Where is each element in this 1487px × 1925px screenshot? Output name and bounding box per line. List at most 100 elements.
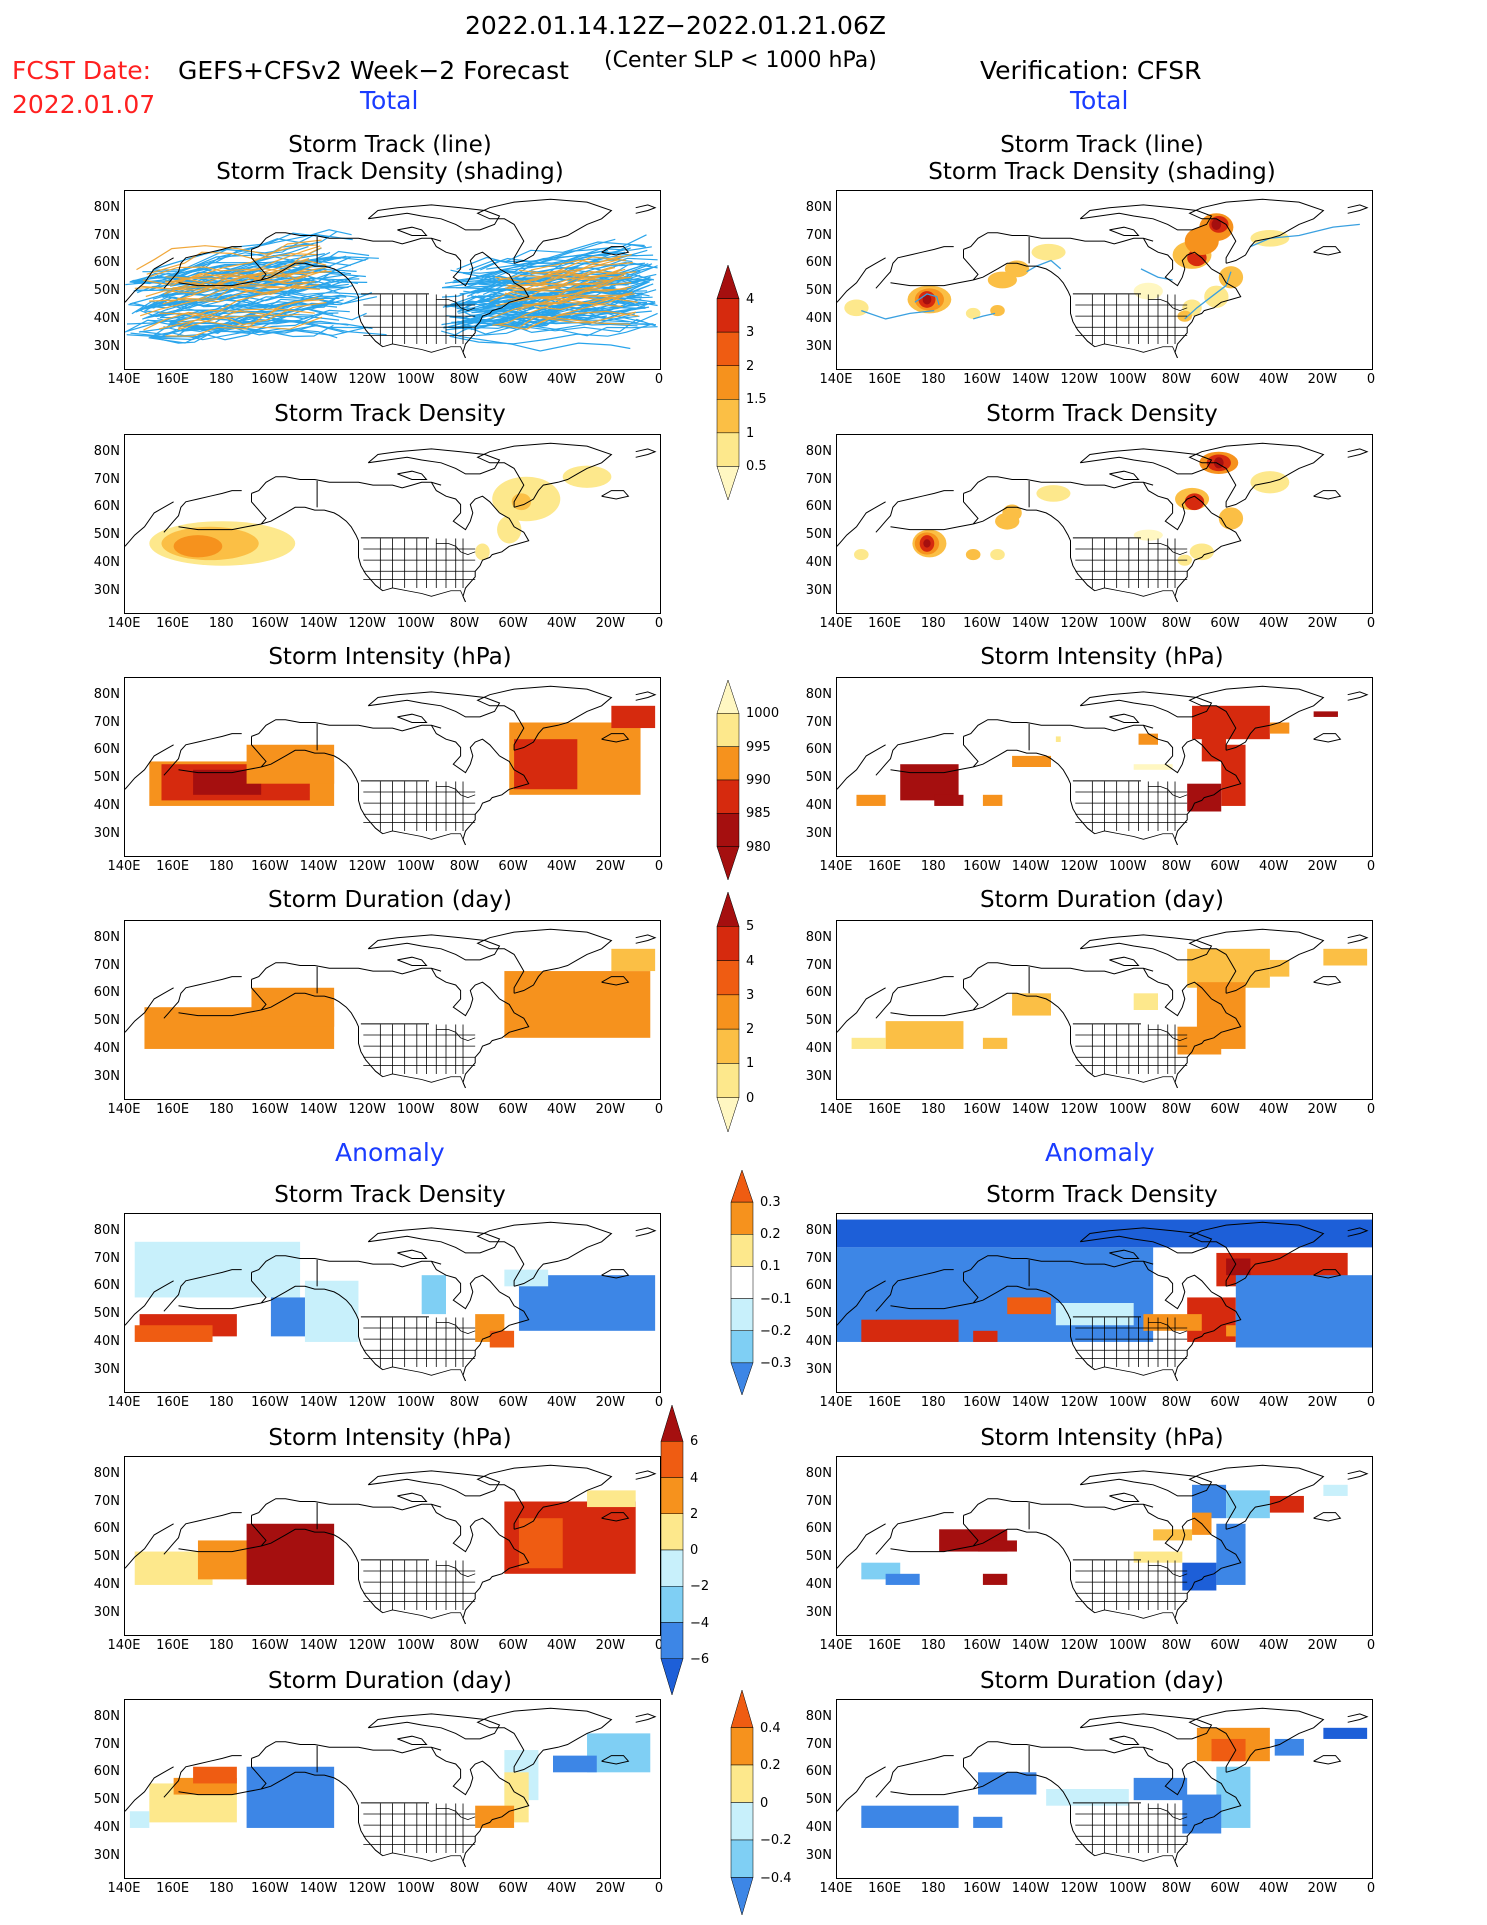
title-track-left: Storm Track (line) Storm Track Density (s… bbox=[216, 132, 564, 185]
lat-label: 60N bbox=[805, 1764, 832, 1780]
section-total-left: Total bbox=[360, 86, 419, 115]
lon-label: 20W bbox=[595, 1881, 626, 1896]
lat-label: 80N bbox=[805, 686, 832, 702]
title-intensity-right: Storm Intensity (hPa) bbox=[980, 644, 1224, 670]
lon-label: 120W bbox=[348, 372, 386, 387]
lon-label: 160E bbox=[868, 1638, 902, 1653]
lat-label: 60N bbox=[805, 255, 832, 271]
lat-label: 80N bbox=[93, 929, 120, 945]
lon-label: 80W bbox=[449, 859, 480, 874]
lon-label: 160E bbox=[156, 1395, 190, 1410]
lon-label: 120W bbox=[1060, 1638, 1098, 1653]
lon-label: 160W bbox=[251, 1881, 289, 1896]
lat-label: 30N bbox=[805, 1847, 832, 1863]
colorbar-label: 985 bbox=[746, 806, 771, 822]
section-anomaly-left: Anomaly bbox=[335, 1138, 445, 1167]
lat-label: 80N bbox=[805, 199, 832, 215]
map-canvas bbox=[125, 1464, 657, 1625]
lat-label: 70N bbox=[805, 714, 832, 730]
lon-label: 120W bbox=[348, 1102, 386, 1117]
map-panel-r5-c1 bbox=[836, 1456, 1373, 1636]
lon-label: 20W bbox=[595, 1102, 626, 1117]
lon-label: 140E bbox=[819, 1881, 853, 1896]
colorbar-label: 0 bbox=[760, 1795, 769, 1811]
lon-label: 140W bbox=[1011, 1395, 1050, 1410]
map-canvas bbox=[837, 1707, 1369, 1868]
lat-label: 30N bbox=[93, 1847, 120, 1863]
title-anom-density-left: Storm Track Density bbox=[274, 1182, 506, 1208]
colorbar-label: −0.1 bbox=[760, 1291, 792, 1307]
lon-label: 80W bbox=[1161, 1102, 1192, 1117]
lon-label: 160W bbox=[963, 616, 1001, 631]
lon-label: 40W bbox=[547, 859, 577, 874]
lon-label: 180 bbox=[208, 1881, 234, 1896]
lat-label: 40N bbox=[93, 1040, 120, 1056]
lon-label: 160W bbox=[251, 372, 289, 387]
lat-label: 60N bbox=[805, 499, 832, 515]
lon-label: 180 bbox=[920, 616, 946, 631]
lon-label: 120W bbox=[348, 1881, 386, 1896]
lat-label: 70N bbox=[805, 471, 832, 487]
fcst-date-value: 2022.01.07 bbox=[12, 90, 156, 119]
lon-label: 40W bbox=[1259, 616, 1289, 631]
lat-label: 50N bbox=[805, 527, 832, 543]
lon-label: 160W bbox=[251, 1102, 289, 1117]
colorbar-label: −4 bbox=[690, 1615, 710, 1631]
lon-label: 160E bbox=[868, 372, 902, 387]
map-panel-r2-c0 bbox=[124, 677, 661, 857]
colorbar-label: 1.5 bbox=[746, 392, 767, 408]
lon-label: 60W bbox=[1210, 1102, 1240, 1117]
condition-label: (Center SLP < 1000 hPa) bbox=[604, 48, 877, 73]
lon-label: 100W bbox=[396, 1395, 435, 1410]
lon-label: 160E bbox=[156, 859, 190, 874]
lat-label: 80N bbox=[805, 1708, 832, 1724]
colorbar-label: 0.2 bbox=[760, 1758, 781, 1773]
colorbar-label: 2 bbox=[746, 1022, 755, 1038]
lon-label: 40W bbox=[1259, 1638, 1289, 1653]
lat-label: 70N bbox=[93, 1250, 120, 1266]
lat-label: 80N bbox=[93, 1465, 120, 1481]
lat-label: 50N bbox=[93, 1013, 120, 1029]
lat-label: 60N bbox=[93, 1764, 120, 1780]
lon-label: 0 bbox=[654, 1395, 664, 1410]
lon-label: 0 bbox=[1366, 616, 1376, 631]
colorbar-label: 5 bbox=[746, 919, 755, 935]
lon-label: 0 bbox=[1366, 1102, 1376, 1117]
lat-label: 40N bbox=[805, 310, 832, 326]
title-track-right: Storm Track (line) Storm Track Density (s… bbox=[928, 132, 1276, 185]
colorbar-label: 6 bbox=[690, 1434, 699, 1450]
section-anomaly-right: Anomaly bbox=[1045, 1138, 1155, 1167]
colorbar-label: 2 bbox=[746, 358, 755, 374]
lon-label: 0 bbox=[654, 372, 664, 387]
lon-label: 80W bbox=[1161, 1638, 1192, 1653]
lon-label: 80W bbox=[1161, 859, 1192, 874]
colorbar-total-duration bbox=[716, 891, 740, 1138]
lon-label: 140W bbox=[299, 1881, 338, 1896]
lon-label: 0 bbox=[1366, 372, 1376, 387]
lat-label: 50N bbox=[93, 1306, 120, 1322]
lon-label: 140W bbox=[1011, 372, 1050, 387]
lon-label: 140W bbox=[299, 1102, 338, 1117]
map-panel-r0-c0 bbox=[124, 190, 661, 370]
map-panel-r3-c0 bbox=[124, 920, 661, 1100]
lat-label: 60N bbox=[93, 985, 120, 1001]
lat-label: 40N bbox=[93, 1819, 120, 1835]
lon-label: 20W bbox=[595, 616, 626, 631]
lon-label: 160E bbox=[156, 1638, 190, 1653]
lon-label: 180 bbox=[920, 1638, 946, 1653]
lon-label: 100W bbox=[396, 1638, 435, 1653]
title-anom-duration-left: Storm Duration (day) bbox=[268, 1668, 512, 1694]
lon-label: 40W bbox=[1259, 1881, 1289, 1896]
lat-label: 30N bbox=[805, 1068, 832, 1084]
map-panel-r6-c0 bbox=[124, 1699, 661, 1879]
lon-label: 60W bbox=[498, 1102, 528, 1117]
lon-label: 180 bbox=[208, 859, 234, 874]
lon-label: 120W bbox=[348, 1395, 386, 1410]
lon-label: 180 bbox=[920, 1395, 946, 1410]
colorbar-label: 4 bbox=[746, 953, 755, 969]
lon-label: 160E bbox=[156, 616, 190, 631]
lon-label: 20W bbox=[1307, 616, 1338, 631]
lon-label: 160W bbox=[963, 859, 1001, 874]
lon-label: 0 bbox=[654, 616, 664, 631]
lon-label: 180 bbox=[208, 1395, 234, 1410]
